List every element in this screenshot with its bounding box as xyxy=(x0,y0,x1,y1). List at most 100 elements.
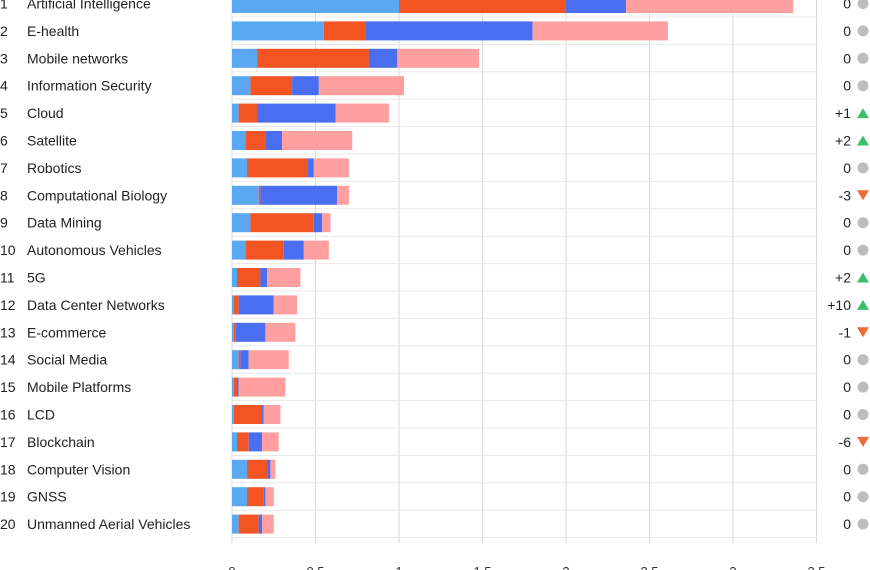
bar-segment xyxy=(232,213,251,233)
bar-segment xyxy=(263,405,281,424)
x-tick-label: 0 xyxy=(228,564,235,570)
rank-number: 16 xyxy=(0,407,16,423)
bar-segment xyxy=(368,48,398,68)
category-label: Social Media xyxy=(27,352,107,368)
bar-segment xyxy=(238,295,274,315)
x-axis-ticks: 0 0.5 1 1.5 2 2.5 3 3.5 xyxy=(228,564,825,570)
trend-up-icon xyxy=(857,299,869,310)
trend-down-icon xyxy=(857,190,869,201)
bar-segment xyxy=(262,514,274,534)
rank-number: 10 xyxy=(0,242,16,258)
bar-segment xyxy=(245,240,284,260)
bar-segment xyxy=(237,268,261,287)
rank-change-value: 0 xyxy=(843,461,851,477)
category-label: Computer Vision xyxy=(27,461,130,477)
x-tick-label: 0.5 xyxy=(306,564,324,570)
bar-segment xyxy=(260,268,268,287)
bar-segment xyxy=(250,76,293,96)
rank-change-value: -1 xyxy=(839,324,852,340)
rank-change-value: 0 xyxy=(843,0,851,12)
bar-segment xyxy=(232,377,234,397)
bar-segment xyxy=(263,487,266,507)
category-label: Information Security xyxy=(27,78,152,94)
bar-segment xyxy=(232,21,324,41)
bar-segment xyxy=(232,295,234,315)
trend-same-icon xyxy=(857,162,869,174)
rank-number: 19 xyxy=(0,489,16,505)
trend-same-icon xyxy=(857,52,869,64)
trend-down-icon xyxy=(857,436,869,447)
bar-segment xyxy=(399,0,566,13)
bar-segment xyxy=(232,350,239,370)
bar-segment xyxy=(237,377,239,397)
trend-same-icon xyxy=(857,463,869,475)
bar-segment xyxy=(238,103,258,123)
rank-change-value: 0 xyxy=(843,160,851,176)
bar-segment xyxy=(397,48,480,68)
bar-segment xyxy=(313,158,349,178)
bar-segment xyxy=(267,268,301,287)
bar-segment xyxy=(265,322,296,342)
trend-same-icon xyxy=(857,244,869,256)
rank-number: 6 xyxy=(0,133,8,149)
category-label: Artificial Intelligence xyxy=(27,0,151,12)
rank-number: 20 xyxy=(0,516,16,532)
bar-segment xyxy=(262,432,279,452)
rank-change-value: +10 xyxy=(827,297,851,313)
bar-segment xyxy=(318,76,405,96)
rank-change-value: 0 xyxy=(843,407,851,423)
rank-change-value: +2 xyxy=(835,133,851,149)
bar-segment xyxy=(247,487,264,507)
trend-up-icon xyxy=(857,135,869,146)
bar-segment xyxy=(238,514,259,534)
rank-change-value: -6 xyxy=(839,434,852,450)
bar-segment xyxy=(258,514,263,534)
rank-change-value: +2 xyxy=(835,270,851,286)
category-label: E-health xyxy=(27,23,79,39)
rank-change-value: 0 xyxy=(843,50,851,66)
bar-segment xyxy=(303,240,329,260)
trend-same-icon xyxy=(857,80,869,92)
bar-segment xyxy=(232,240,246,260)
bar-segment xyxy=(232,103,239,123)
bar-segment xyxy=(265,131,283,150)
bar-segment xyxy=(273,295,298,315)
rank-number: 5 xyxy=(0,105,8,121)
bar-segment xyxy=(245,131,266,150)
rank-number: 17 xyxy=(0,434,16,450)
rank-number: 15 xyxy=(0,379,16,395)
rank-change-value: +1 xyxy=(835,105,851,121)
bars xyxy=(232,0,794,534)
bar-segment xyxy=(337,185,349,205)
rank-change-value: 0 xyxy=(843,352,851,368)
trend-up-icon xyxy=(857,108,869,119)
trend-down-icon xyxy=(857,327,869,338)
bar-segment xyxy=(323,21,366,41)
bar-segment xyxy=(267,459,271,479)
category-label: 5G xyxy=(27,270,46,286)
category-label: Computational Biology xyxy=(27,187,167,203)
bar-segment xyxy=(532,21,668,41)
bar-segment xyxy=(250,213,314,233)
bar-segment xyxy=(233,405,263,424)
bar-segment xyxy=(232,405,234,424)
category-label: Cloud xyxy=(27,105,64,121)
bar-segment xyxy=(232,487,248,507)
category-label: Unmanned Aerial Vehicles xyxy=(27,516,190,532)
rank-change-value: 0 xyxy=(843,78,851,94)
bar-segment xyxy=(257,48,369,68)
bar-segment xyxy=(232,0,399,13)
bar-segment xyxy=(257,103,336,123)
rank-number: 1 xyxy=(0,0,8,12)
rank-change-value: 0 xyxy=(843,516,851,532)
category-label: Robotics xyxy=(27,160,81,176)
bar-segment xyxy=(232,158,248,178)
bar-segment xyxy=(240,350,249,370)
bar-segment xyxy=(232,268,238,287)
rank-number: 9 xyxy=(0,215,8,231)
trend-same-icon xyxy=(857,0,869,9)
category-label: Mobile networks xyxy=(27,50,128,66)
rank-changes: 0 0 0 0 +1 +2 0 -3 0 0 +2 +10 -1 0 0 0 -6 0 0 0 xyxy=(827,0,869,532)
rank-number: 11 xyxy=(0,270,15,286)
